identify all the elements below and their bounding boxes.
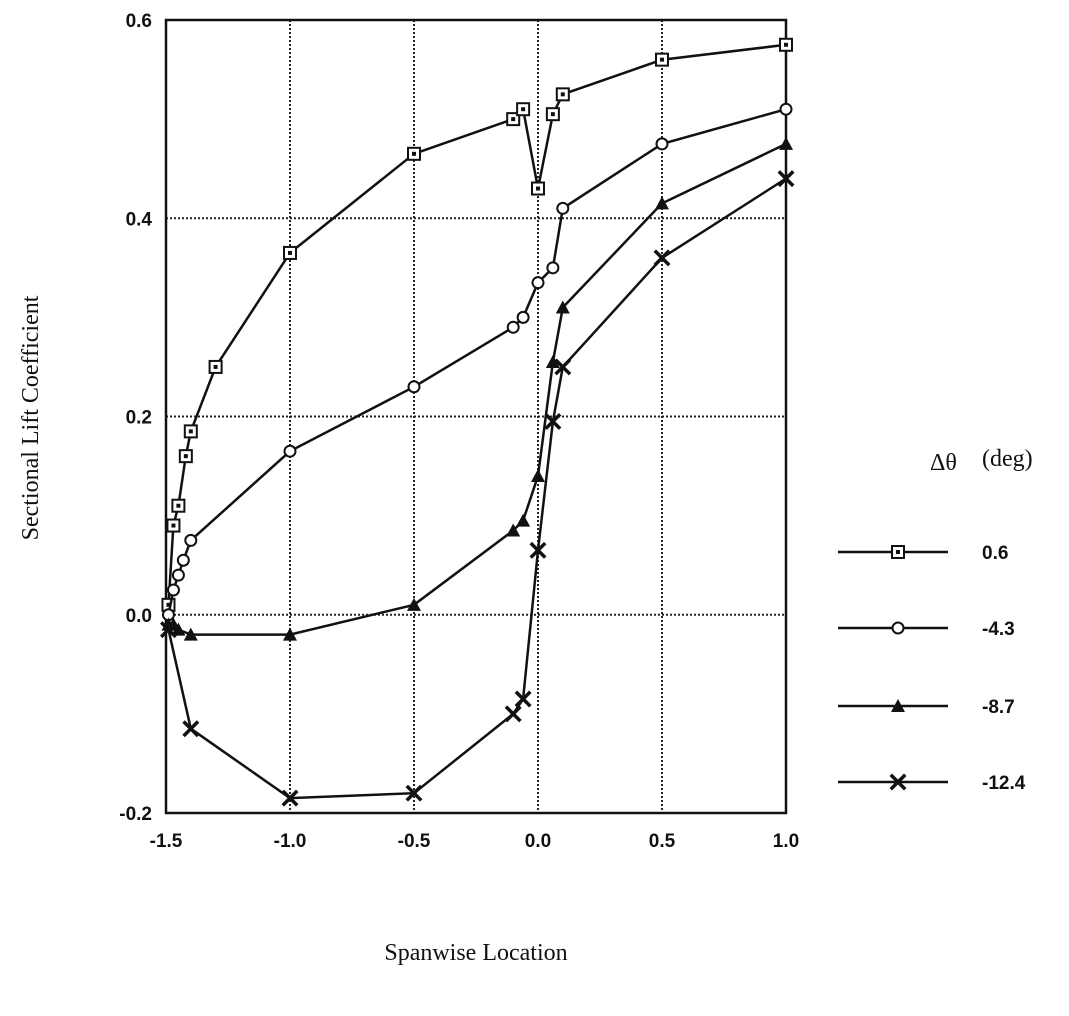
data-point — [891, 621, 905, 635]
y-tick-label: 0.6 — [126, 11, 152, 32]
legend-label: 0.6 — [982, 543, 1008, 564]
series--8.7 — [161, 136, 793, 641]
x-tick-labels: -1.5 -1.0 -0.5 0.0 0.5 1.0 — [150, 831, 800, 852]
data-point — [545, 107, 560, 122]
y-axis-title: Sectional Lift Coefficient — [18, 295, 44, 540]
data-point — [531, 276, 545, 290]
x-tick-label: -1.5 — [150, 831, 183, 852]
legend-item: -12.4 — [838, 773, 1026, 794]
data-point — [506, 320, 520, 334]
data-point — [407, 146, 421, 161]
legend-item: -4.3 — [838, 619, 1015, 640]
data-point — [283, 444, 297, 458]
data-point — [889, 773, 907, 791]
series-line — [167, 43, 787, 605]
data-point — [516, 310, 530, 324]
legend-item: 0.6 — [838, 543, 1008, 564]
data-point — [176, 553, 190, 567]
x-tick-label: 1.0 — [773, 831, 799, 852]
data-point — [554, 358, 572, 376]
series--4.3 — [161, 102, 793, 622]
y-tick-labels: -0.2 0.0 0.2 0.4 0.6 — [119, 11, 152, 825]
data-point — [653, 249, 671, 267]
y-tick-label: -0.2 — [119, 804, 152, 825]
data-point — [171, 622, 186, 636]
y-tick-label: 0.2 — [126, 408, 152, 429]
legend-title-symbol: Δθ — [930, 450, 957, 476]
data-point — [166, 518, 181, 533]
data-point — [171, 498, 186, 513]
data-point — [171, 568, 185, 582]
x-tick-label: -0.5 — [398, 831, 431, 852]
data-point — [655, 52, 669, 67]
series--12.4 — [160, 170, 795, 807]
data-point — [183, 424, 198, 439]
data-point — [166, 583, 180, 597]
x-tick-label: -1.0 — [274, 831, 307, 852]
data-point — [160, 621, 177, 639]
series-line — [167, 177, 787, 800]
series-line — [167, 107, 787, 616]
data-point — [779, 37, 793, 52]
data-point — [655, 196, 669, 210]
data-point — [506, 523, 521, 537]
series-0.6 — [161, 37, 793, 612]
data-point — [283, 627, 297, 641]
x-tick-label: 0.5 — [649, 831, 676, 852]
data-point — [546, 261, 560, 275]
x-axis-title: Spanwise Location — [384, 940, 567, 966]
data-point — [407, 380, 421, 394]
data-point — [178, 449, 193, 464]
series-line — [168, 142, 787, 636]
data-point — [891, 545, 905, 559]
data-point — [779, 102, 793, 116]
series-group — [160, 37, 795, 807]
grid-lines — [166, 20, 786, 813]
data-point — [545, 354, 560, 368]
data-point — [529, 541, 547, 559]
data-point — [182, 720, 200, 738]
legend-label: -4.3 — [982, 619, 1015, 640]
plot-frame — [164, 18, 788, 815]
data-point — [183, 627, 198, 641]
data-point — [891, 699, 905, 712]
data-point — [655, 137, 669, 151]
legend-label: -12.4 — [982, 773, 1026, 794]
data-point — [777, 170, 795, 188]
legend-label: -8.7 — [982, 697, 1015, 718]
data-point — [283, 245, 297, 260]
data-point — [405, 784, 423, 802]
data-point — [516, 513, 531, 527]
legend-title-unit: (deg) — [982, 446, 1033, 472]
data-point — [407, 597, 421, 611]
data-point — [184, 533, 198, 547]
data-point — [514, 690, 532, 708]
data-point — [531, 181, 545, 196]
data-point — [516, 102, 531, 117]
data-point — [555, 87, 570, 102]
data-point — [504, 705, 522, 723]
data-point — [544, 412, 562, 430]
legend-item: -8.7 — [838, 697, 1015, 718]
data-point — [281, 789, 299, 807]
y-tick-label: 0.0 — [126, 606, 152, 627]
x-tick-label: 0.0 — [525, 831, 551, 852]
data-point — [531, 468, 545, 482]
legend-items: 0.6 -4.3 -8.7 -12.4 — [838, 543, 1026, 794]
data-point — [779, 136, 793, 150]
y-tick-label: 0.4 — [126, 209, 153, 230]
data-point — [208, 359, 223, 374]
data-point — [555, 300, 570, 314]
data-point — [556, 201, 570, 215]
legend: Δθ (deg) 0.6 -4.3 -8.7 -12.4 — [838, 446, 1033, 794]
